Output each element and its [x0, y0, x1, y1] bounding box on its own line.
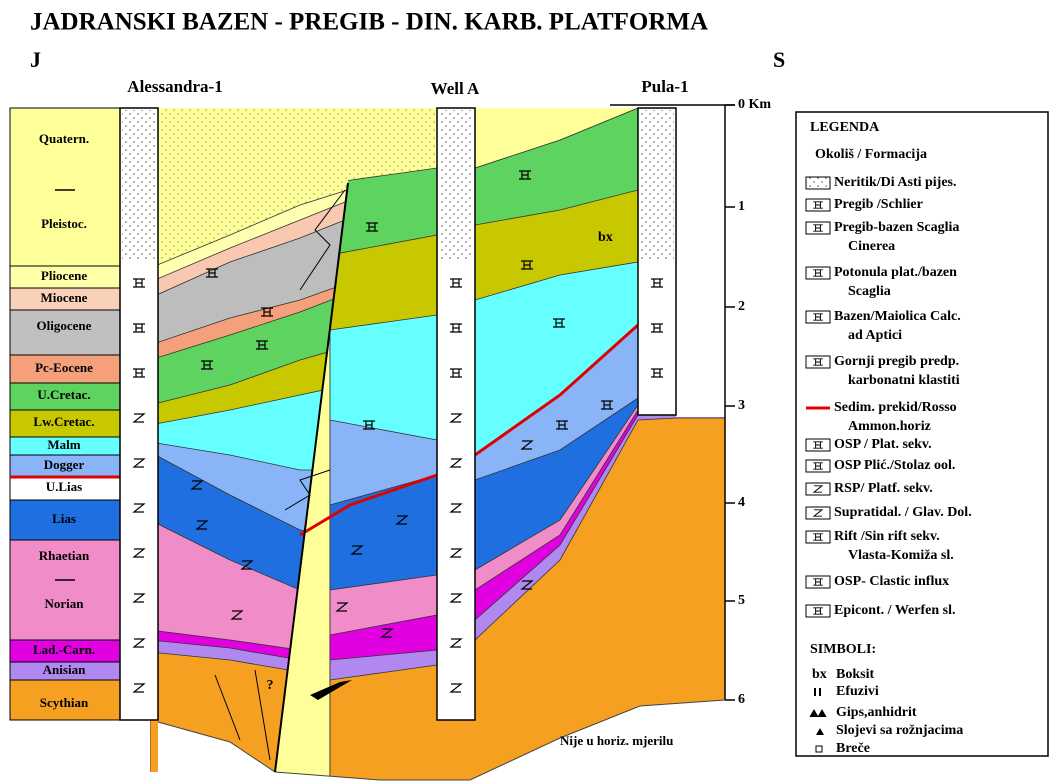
legend-title: LEGENDA — [810, 120, 880, 135]
symbol-label: Breče — [836, 741, 870, 756]
depth-label: 4 — [738, 495, 745, 510]
legend-item: karbonatni klastiti — [848, 373, 960, 388]
question-label: ? — [267, 678, 274, 693]
direction-south: J — [30, 47, 41, 72]
symbol-icon — [814, 688, 816, 696]
strat-label: Rhaetian — [39, 548, 90, 563]
legend-item: Vlasta-Komiža sl. — [848, 548, 954, 563]
well-dots — [122, 110, 156, 260]
strat-label: Norian — [45, 596, 85, 611]
strat-label: U.Lias — [46, 479, 82, 494]
symbol-icon — [816, 746, 822, 752]
legend-item: Rift /Sin rift sekv. — [834, 529, 940, 544]
strat-label: Pleistoc. — [41, 216, 87, 231]
strat-label: Malm — [47, 437, 80, 452]
legend-item: Ammon.horiz — [848, 419, 931, 434]
page: {"header": {"title": "JADRANSKI BAZEN - … — [0, 0, 1057, 784]
direction-north: S — [773, 47, 785, 72]
legend-item: OSP- Clastic influx — [834, 574, 949, 589]
legend-item: Scaglia — [848, 284, 891, 299]
well-dots — [640, 110, 674, 260]
title: JADRANSKI BAZEN - PREGIB - DIN. KARB. PL… — [30, 9, 708, 36]
symbol-label: Efuzivi — [836, 684, 879, 699]
legend-item: Pregib /Schlier — [834, 197, 923, 212]
legend-item: OSP Plić./Stolaz ool. — [834, 458, 955, 473]
well-dots — [439, 110, 473, 260]
outside-area — [676, 100, 725, 417]
depth-label: 5 — [738, 593, 745, 608]
legend-item: OSP / Plat. sekv. — [834, 437, 932, 452]
legend-icon — [806, 177, 830, 189]
strat-label: U.Cretac. — [37, 387, 90, 402]
strat-label: Scythian — [40, 695, 89, 710]
depth-label: 3 — [738, 398, 745, 413]
depth-label: 1 — [738, 199, 745, 214]
strat-label: Dogger — [44, 457, 85, 472]
strat-label: Lad.-Carn. — [33, 642, 95, 657]
legend-item: Gornji pregib predp. — [834, 354, 959, 369]
well-name: Pula-1 — [641, 77, 688, 96]
strat-label: Anisian — [43, 662, 86, 677]
symbol-label: Gips,anhidrit — [836, 705, 917, 720]
legend-item: Supratidal. / Glav. Dol. — [834, 505, 972, 520]
legend-item: Bazen/Maiolica Calc. — [834, 309, 961, 324]
legend-item: Cinerea — [848, 239, 895, 254]
strat-label: Lias — [52, 511, 76, 526]
symbol-label: Boksit — [836, 667, 874, 682]
legend-item: Pregib-bazen Scaglia — [834, 220, 959, 235]
legend-subtitle: Okoliš / Formacija — [815, 147, 927, 162]
depth-label: 6 — [738, 692, 745, 707]
legend-item: Epicont. / Werfen sl. — [834, 603, 955, 618]
scale-note: Nije u horiz. mjerilu — [560, 733, 673, 748]
strat-label: Oligocene — [37, 318, 92, 333]
legend-symbols-title: SIMBOLI: — [810, 642, 876, 657]
bauxite-label: bx — [598, 230, 613, 245]
symbol-icon — [819, 688, 821, 696]
symbol-label: Slojevi sa rožnjacima — [836, 723, 963, 738]
depth-label: 2 — [738, 299, 745, 314]
legend-item: ad Aptici — [848, 328, 902, 343]
strat-label: Pliocene — [41, 268, 87, 283]
strat-label: Lw.Cretac. — [33, 414, 94, 429]
legend-item: RSP/ Platf. sekv. — [834, 481, 933, 496]
strat-label: Pc-Eocene — [35, 360, 93, 375]
strat-label: Miocene — [41, 290, 88, 305]
legend-item: Potonula plat./bazen — [834, 265, 957, 280]
well-name: Alessandra-1 — [127, 77, 222, 96]
legend-item: Sedim. prekid/Rosso — [834, 400, 957, 415]
strat-label: Quatern. — [39, 131, 89, 146]
legend-item: Neritik/Di Asti pijes. — [834, 175, 957, 190]
symbol-mark: bx — [812, 667, 827, 682]
depth-label: 0 Km — [738, 97, 771, 112]
well-name: Well A — [431, 79, 480, 98]
cross-section-figure: JADRANSKI BAZEN - PREGIB - DIN. KARB. PL… — [0, 0, 1057, 784]
